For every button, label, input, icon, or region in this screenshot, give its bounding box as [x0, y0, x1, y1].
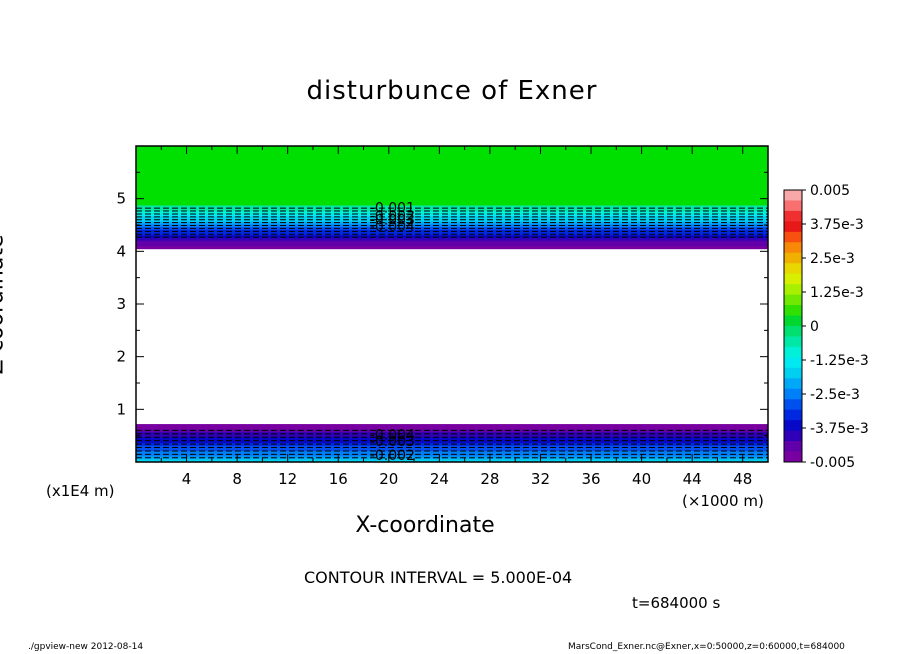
x-tick-label: 8 [232, 470, 242, 488]
contour-label: -0.002 [370, 209, 415, 225]
colorbar-cell [784, 357, 802, 369]
band-upper-strip [136, 243, 768, 247]
contour-interval-note: CONTOUR INTERVAL = 5.000E-04 [304, 568, 573, 587]
x-axis-unit: (×1000 m) [682, 492, 764, 510]
y-tick-label: 1 [116, 400, 126, 418]
y-axis-label: Z-coordinate [0, 234, 9, 375]
x-tick-label: 44 [683, 470, 702, 488]
contour-label: -0.004 [370, 219, 415, 235]
colorbar-cell [784, 221, 802, 233]
x-tick-label: 48 [733, 470, 752, 488]
time-stamp: t=684000 s [632, 594, 721, 612]
band-upper-strip [136, 221, 768, 225]
band-lower-strip [136, 434, 768, 439]
contour-label: -0.002 [370, 448, 415, 464]
colorbar-cell [784, 441, 802, 452]
x-tick-label: 32 [531, 470, 550, 488]
band-upper-strip [136, 213, 768, 217]
x-tick-label: 20 [379, 470, 398, 488]
band-lower-strip [136, 440, 768, 444]
colorbar-cell [784, 399, 802, 411]
colorbar-cell [784, 263, 802, 275]
colorbar-label: -2.5e-3 [810, 387, 860, 403]
colorbar-label: 0.005 [810, 183, 850, 199]
x-tick-label: 36 [581, 470, 600, 488]
band-upper-strip [136, 246, 768, 250]
band-upper-top [136, 146, 768, 206]
band-upper-strip [136, 208, 768, 212]
band-upper-strip [136, 219, 768, 223]
y-tick-label: 3 [116, 295, 126, 313]
colorbar-cell [784, 326, 802, 337]
x-tick-label: 4 [182, 470, 192, 488]
colorbar-cell [784, 451, 802, 463]
x-tick-label: 12 [278, 470, 297, 488]
colorbar-label: 0 [810, 319, 819, 335]
x-axis-label: X-coordinate [355, 513, 495, 538]
footer-left: ./gpview-new 2012-08-14 [28, 642, 144, 652]
colorbar-cell [784, 315, 802, 327]
colorbar-cell [784, 388, 802, 400]
y-tick-label: 5 [116, 190, 126, 208]
colorbar-cell [784, 305, 802, 316]
colorbar-cell [784, 242, 802, 254]
y-axis-unit: (x1E4 m) [46, 482, 115, 500]
colorbar-cell [784, 210, 802, 222]
band-lower-strip [136, 424, 768, 428]
contour-label: -0.001 [370, 201, 415, 217]
band-lower-strip [136, 443, 768, 447]
colorbar-cell [784, 336, 802, 348]
contour-label: -0.004 [370, 428, 415, 444]
footer-right: MarsCond_Exner.nc@Exner,x=0:50000,z=0:60… [568, 642, 845, 652]
chart-title: disturbunce of Exner [306, 76, 598, 106]
colorbar-cell [784, 273, 802, 285]
band-lower-strip [136, 453, 768, 458]
contour-label: -0.003 [370, 213, 415, 229]
colorbar-cell [784, 430, 802, 442]
x-tick-label: 16 [329, 470, 348, 488]
colorbar-cell [784, 284, 802, 296]
colorbar-label: -1.25e-3 [810, 353, 869, 369]
colorbar-cell [784, 200, 802, 212]
colorbar-label: 3.75e-3 [810, 217, 864, 233]
colorbar-label: -0.005 [810, 455, 855, 471]
band-upper-strip [136, 216, 768, 220]
colorbar-cell [784, 346, 802, 358]
band-lower-strip [136, 426, 768, 430]
band-upper-strip [136, 205, 768, 209]
colorbar-cell [784, 420, 802, 432]
band-upper-strip [136, 210, 768, 215]
band-upper-strip [136, 237, 768, 242]
colorbar-label: 1.25e-3 [810, 285, 864, 301]
contour-label: -0.003 [370, 434, 415, 450]
y-tick-label: 4 [116, 242, 126, 260]
colorbar-cell [784, 367, 802, 379]
colorbar-label: -3.75e-3 [810, 421, 869, 437]
colorbar-cell [784, 190, 802, 201]
band-lower-strip [136, 451, 768, 455]
colorbar-cell [784, 252, 802, 264]
y-tick-label: 2 [116, 348, 126, 366]
band-lower-strip [136, 448, 768, 452]
colorbar-cell [784, 231, 802, 243]
x-tick-label: 40 [632, 470, 651, 488]
x-tick-label: 24 [430, 470, 449, 488]
colorbar-cell [784, 378, 802, 390]
band-lower-strip [136, 459, 768, 463]
band-upper-strip [136, 240, 768, 244]
colorbar-label: 2.5e-3 [810, 251, 855, 267]
x-tick-label: 28 [480, 470, 499, 488]
colorbar-cell [784, 294, 802, 306]
colorbar-cell [784, 409, 802, 421]
band-lower-strip [136, 437, 768, 441]
band-lower-strip [136, 429, 768, 433]
